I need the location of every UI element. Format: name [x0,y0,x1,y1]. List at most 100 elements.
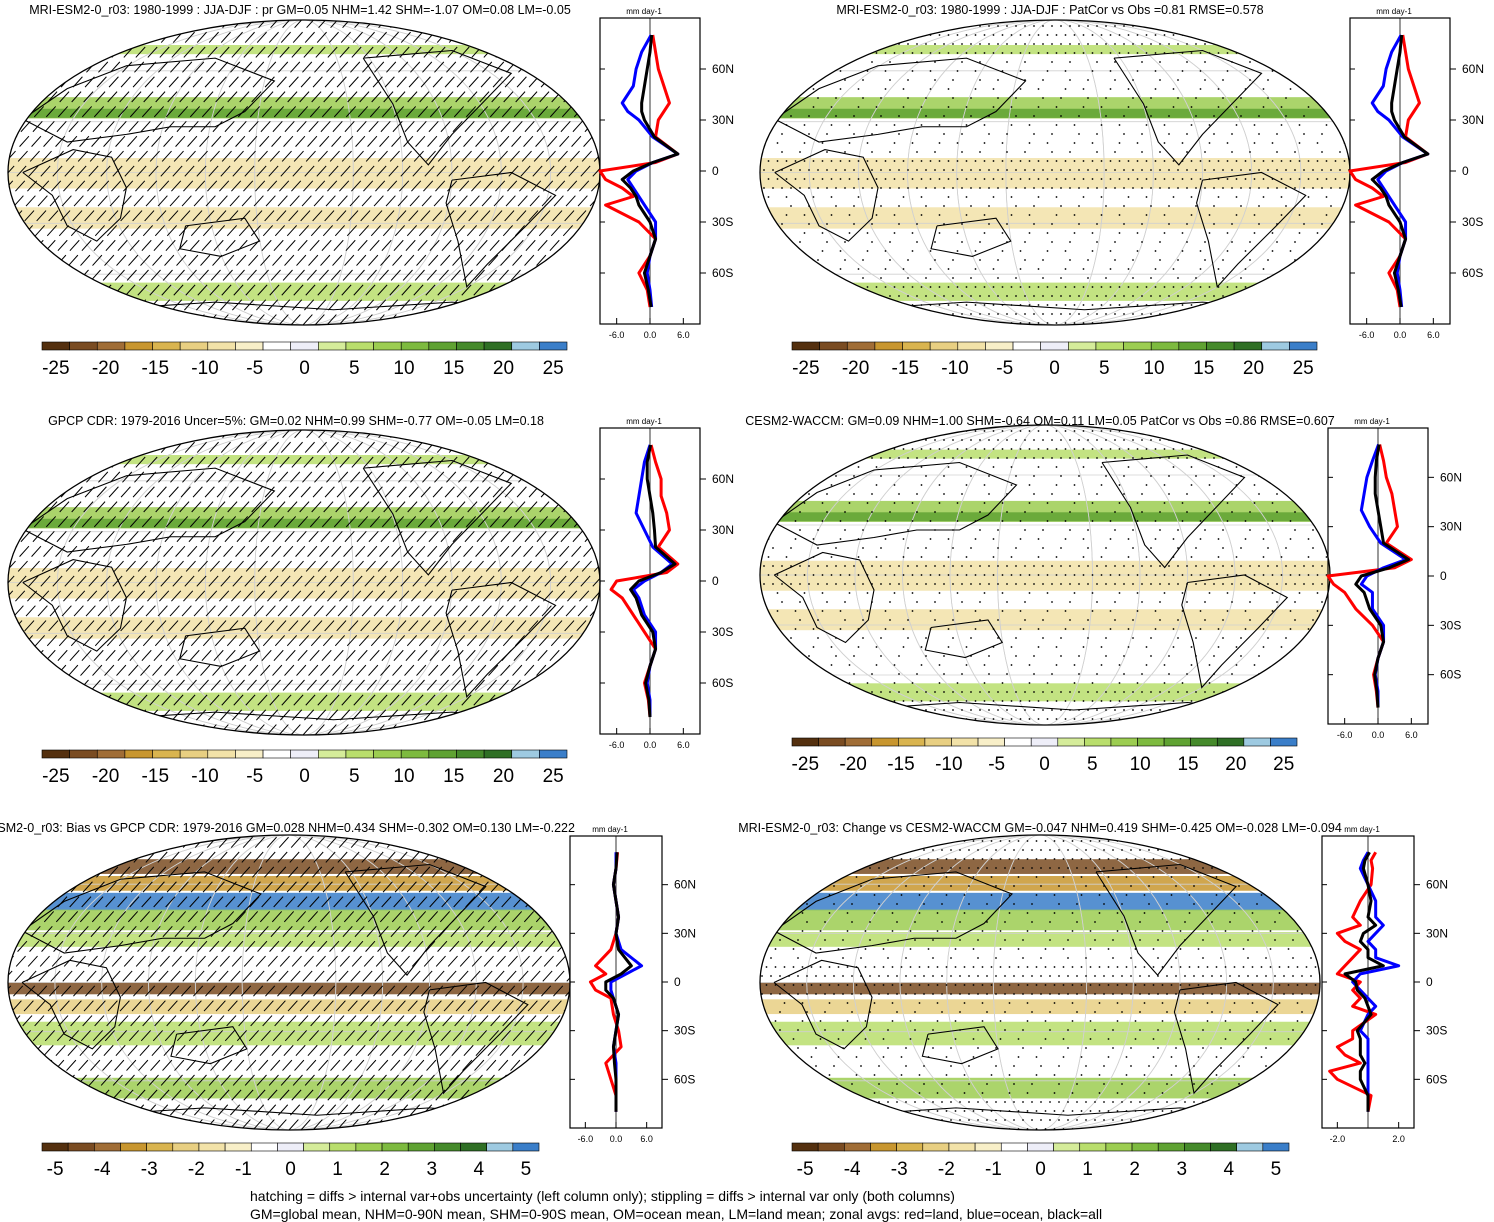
stipple-dot [794,718,797,720]
stipple-dot [1177,457,1179,459]
stipple-dot [923,849,925,851]
stipple-dot [1118,304,1121,306]
units-label: mm day-1 [626,7,662,16]
stipple-dot [824,921,826,923]
stipple-dot [1280,718,1283,720]
stipple-dot [929,430,932,432]
stipple-dot [1141,673,1143,675]
stipple-dot [826,151,828,153]
stipple-dot [1222,709,1224,711]
stipple-dot [785,322,788,324]
stipple-dot [911,34,914,36]
stipple-dot [1166,975,1168,977]
stipple-dot [1224,930,1227,932]
stipple-dot [1109,700,1112,702]
stipple-dot [1046,286,1049,288]
stipple-dot [979,61,981,63]
coastline [22,149,127,242]
stipple-dot [1305,1074,1308,1076]
stipple-dot [1136,574,1139,576]
stipple-dot [1051,43,1053,45]
stipple-dot [1274,993,1276,995]
stipple-dot [1226,718,1229,720]
stipple-dot [1271,592,1274,594]
colorbar-swatch [400,749,430,759]
stipple-dot [1325,700,1328,702]
graticule [760,835,1320,1130]
stipple-dot [1256,903,1258,905]
stipple-dot [1118,178,1121,180]
stipple-dot [1069,457,1071,459]
stipple-dot [812,646,815,648]
stipple-dot [866,232,869,234]
stipple-dot [1301,867,1303,869]
stipple-dot [1233,1002,1236,1004]
lat-tick-label: 30S [1426,1024,1447,1038]
stipple-dot [1010,484,1013,486]
colorbar-swatch [871,737,899,747]
stipple-dot [938,178,941,180]
stipple-dot [959,1011,961,1013]
stipple-dot [1220,1119,1222,1121]
stipple-dot [1235,214,1238,216]
stipple-dot [1019,448,1022,450]
stipple-dot [1177,691,1179,693]
stipple-dot [864,1110,867,1112]
stipple-dot [1202,939,1204,941]
stipple-dot [763,439,765,441]
stipple-dot [1154,268,1157,270]
stipple-dot [950,1065,952,1067]
stipple-dot [1271,718,1274,720]
stipple-dot [1321,241,1323,243]
stipple-dot [909,1038,912,1040]
stipple-dot [956,142,959,144]
stipple-dot [1181,718,1184,720]
stipple-dot [772,43,774,45]
stipple-dot [1298,322,1301,324]
stipple-dot [821,610,824,612]
stipple-dot [1226,682,1229,684]
stipple-dot [1082,538,1085,540]
stipple-dot [882,966,885,968]
stipple-dot [1152,1056,1155,1058]
zonal-series-all [604,852,633,1112]
stipple-dot [1159,619,1161,621]
stipple-dot [1215,1110,1218,1112]
stipple-dot [826,565,828,567]
coastline [924,619,1004,659]
stipple-dot [1078,439,1080,441]
stipple-dot [920,34,923,36]
colorbar-tick-label: -25 [42,358,69,379]
stipple-dot [959,939,961,941]
stipple-dot [1150,583,1152,585]
stipple-dot [1015,475,1017,477]
stipple-dot [1028,574,1031,576]
units-label: mm day-1 [592,825,628,834]
stipple-dot [952,313,954,315]
meridian-line [254,430,354,735]
stipple-dot [936,912,939,914]
stipple-dot [1004,867,1006,869]
stipple-dot [821,574,824,576]
stipple-dot [763,313,765,315]
stipple-dot [824,1119,826,1121]
stipple-dot [916,511,918,513]
stipple-dot [1193,975,1195,977]
stipple-dot [1184,1011,1186,1013]
stipple-dot [983,232,986,234]
stipple-dot [1298,574,1301,576]
stipple-dot [1251,1020,1254,1022]
stipple-dot [1076,867,1078,869]
stipple-dot [1240,439,1242,441]
stipple-dot [1121,1101,1123,1103]
stipple-dot [1262,646,1265,648]
x-tick-label: 0.0 [644,330,657,340]
stipple-dot [929,70,932,72]
stipple-dot [974,178,977,180]
stipple-dot [914,939,916,941]
stipple-dot [790,187,792,189]
stipple-dot [1109,520,1112,522]
stipple-dot [1114,529,1116,531]
stipple-dot [925,565,927,567]
stipple-dot [1114,43,1116,45]
